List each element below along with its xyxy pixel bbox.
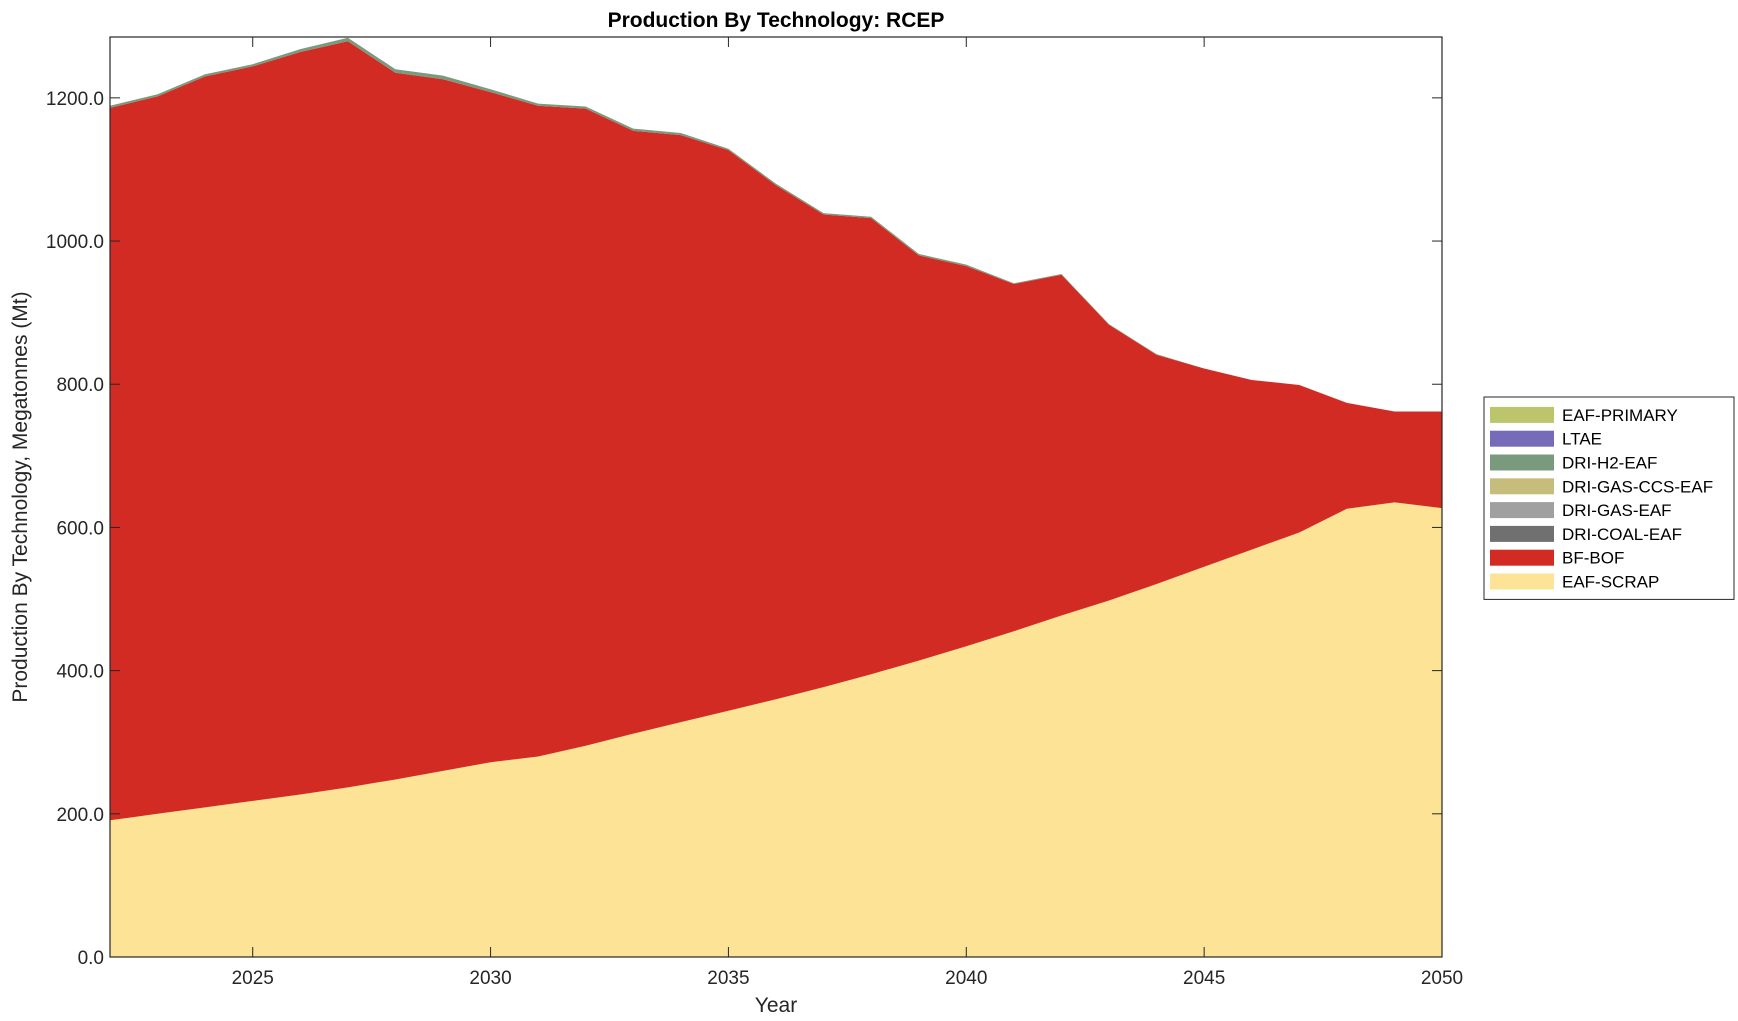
y-tick-label: 0.0	[78, 948, 104, 969]
x-tick-labels: 2025 2030 2035 2040 2045 2050	[232, 968, 1464, 989]
legend-swatch-eaf-primary	[1490, 406, 1554, 423]
y-axis-label: Production By Technology, Megatonnes (Mt…	[9, 291, 32, 702]
legend-swatch-eaf-scrap	[1490, 573, 1554, 590]
legend-swatch-dri-gas-ccs-eaf	[1490, 478, 1554, 495]
legend-swatch-dri-coal-eaf	[1490, 525, 1554, 542]
legend-label-dri-gas-ccs-eaf: DRI-GAS-CCS-EAF	[1562, 477, 1713, 496]
legend-swatch-dri-h2-eaf	[1490, 454, 1554, 471]
y-tick-label: 400.0	[56, 662, 104, 683]
x-axis-label: Year	[755, 994, 797, 1017]
legend-swatch-dri-gas-eaf	[1490, 502, 1554, 519]
area-eaf-scrap	[110, 502, 1442, 957]
x-tick-label: 2050	[1421, 968, 1463, 989]
x-tick-label: 2045	[1183, 968, 1225, 989]
legend-label-bf-bof: BF-BOF	[1562, 549, 1624, 568]
y-tick-label: 1200.0	[46, 89, 104, 110]
chart-title: Production By Technology: RCEP	[608, 9, 945, 32]
axis-ticks	[110, 37, 1443, 958]
legend-label-eaf-primary: EAF-PRIMARY	[1562, 406, 1678, 425]
x-tick-label: 2040	[945, 968, 987, 989]
y-tick-labels: 0.0 200.0 400.0 600.0 800.0 1000.0 1200.0	[46, 89, 104, 969]
legend-label-dri-gas-eaf: DRI-GAS-EAF	[1562, 501, 1672, 520]
plot-frame	[109, 36, 1443, 958]
legend-box	[1483, 396, 1735, 600]
x-tick-label: 2030	[469, 968, 511, 989]
legend-label-dri-coal-eaf: DRI-COAL-EAF	[1562, 525, 1682, 544]
legend: EAF-PRIMARY LTAE DRI-H2-EAF DRI-GAS-CCS-EAF…	[1483, 396, 1735, 600]
area-bf-bof	[110, 41, 1442, 821]
legend-label-ltae: LTAE	[1562, 430, 1602, 449]
legend-swatch-ltae	[1490, 430, 1554, 447]
legend-swatch-bf-bof	[1490, 549, 1554, 566]
legend-label-eaf-scrap: EAF-SCRAP	[1562, 573, 1659, 592]
x-tick-label: 2035	[707, 968, 749, 989]
y-tick-label: 600.0	[56, 518, 104, 539]
legend-label-dri-h2-eaf: DRI-H2-EAF	[1562, 454, 1657, 473]
y-tick-label: 1000.0	[46, 232, 104, 253]
y-tick-label: 200.0	[56, 805, 104, 826]
y-tick-label: 800.0	[56, 375, 104, 396]
area-series-group	[110, 37, 1442, 957]
x-tick-label: 2025	[232, 968, 274, 989]
